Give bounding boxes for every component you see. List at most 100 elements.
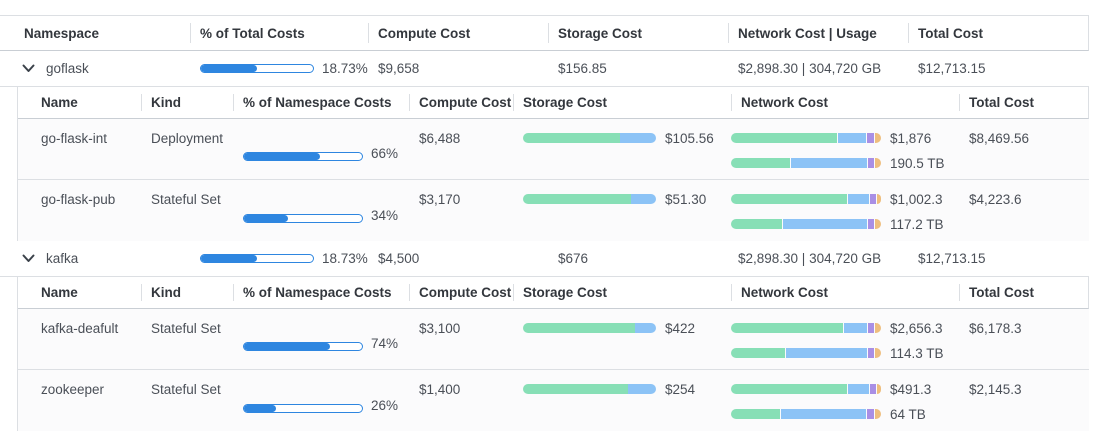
workload-pct-cell: 34% <box>233 180 409 241</box>
network-usage-line: 190.5 TB <box>731 153 959 178</box>
namespace-name: goflask <box>46 61 89 76</box>
workload-network-cell: $2,656.3 114.3 TB <box>731 309 959 369</box>
chevron-down-icon[interactable] <box>22 254 35 263</box>
workloads-header-row: Name Kind % of Namespace Costs Compute C… <box>18 277 1089 309</box>
workload-network-cell: $491.3 64 TB <box>731 370 959 431</box>
col-header-pct-namespace: % of Namespace Costs <box>233 277 409 308</box>
workload-row-go-flask-pub[interactable]: go-flask-pub Stateful Set 34% $3,170 $51… <box>18 180 1089 241</box>
percent-label: 34% <box>371 207 399 223</box>
col-header-compute: Compute Cost <box>409 87 513 118</box>
network-usage-label: 190.5 TB <box>890 156 945 171</box>
workload-compute-cost: $3,170 <box>419 192 461 207</box>
storage-bar-segment <box>628 384 656 394</box>
namespace-name-cell: kafka <box>0 251 190 266</box>
storage-bar <box>523 384 656 394</box>
percent-label: 18.73% <box>322 251 368 266</box>
workload-row-kafka-deafult[interactable]: kafka-deafult Stateful Set 74% $3,100 $4… <box>18 309 1089 370</box>
workload-compute-cost: $1,400 <box>419 382 461 397</box>
storage-bar <box>523 194 656 204</box>
workloads-table-kafka: Name Kind % of Namespace Costs Compute C… <box>17 277 1089 431</box>
network-bar-segment <box>843 323 868 333</box>
col-header-network: Network Cost <box>731 277 959 308</box>
namespace-row-kafka[interactable]: kafka 18.73% $4,500 $676 $2,898.30 | 304… <box>0 241 1089 277</box>
percent-bar-fill <box>201 65 257 72</box>
network-cost-bar <box>731 194 881 204</box>
percent-bar <box>243 403 363 413</box>
network-usage-line: 64 TB <box>731 404 959 429</box>
network-usage-bar <box>731 219 881 229</box>
workload-network-cell: $1,002.3 117.2 TB <box>731 180 959 241</box>
percent-bar-fill <box>244 404 276 412</box>
col-header-storage: Storage Cost <box>548 16 728 50</box>
namespace-network-cost-usage: $2,898.30 | 304,720 GB <box>738 61 882 76</box>
namespace-total-cost: $12,713.15 <box>918 61 986 76</box>
percent-bar-fill <box>244 343 331 350</box>
network-bar-segment <box>875 133 881 143</box>
network-cost-line: $1,002.3 <box>731 189 959 214</box>
network-bar-segment <box>875 409 881 419</box>
workload-storage-cell: $105.56 <box>513 119 731 179</box>
workload-row-go-flask-int[interactable]: go-flask-int Deployment 66% $6,488 $105.… <box>18 119 1089 180</box>
network-bar-segment <box>837 133 866 143</box>
namespace-storage-cost: $156.85 <box>558 61 607 76</box>
col-header-storage: Storage Cost <box>513 277 731 308</box>
network-bar-segment <box>875 158 881 168</box>
namespace-pct-cell: 18.73% <box>190 61 368 76</box>
network-bar-segment <box>783 219 868 229</box>
col-header-kind: Kind <box>141 277 233 308</box>
workload-total-cost: $4,223.6 <box>969 192 1022 207</box>
storage-bar-segment <box>634 323 656 333</box>
network-bar-segment <box>868 158 875 168</box>
percent-bar <box>243 342 363 351</box>
workload-pct-cell: 66% <box>233 119 409 179</box>
workload-row-zookeeper[interactable]: zookeeper Stateful Set 26% $1,400 $254 <box>18 370 1089 431</box>
workload-pct-cell: 26% <box>233 370 409 431</box>
workload-total-cost: $6,178.3 <box>969 321 1022 336</box>
col-header-total: Total Cost <box>908 16 1088 50</box>
workload-name: go-flask-pub <box>41 192 116 207</box>
workload-total-cost: $8,469.56 <box>969 131 1030 146</box>
namespace-row-goflask[interactable]: goflask 18.73% $9,658 $156.85 $2,898.30 … <box>0 51 1089 87</box>
network-bar-segment <box>731 133 837 143</box>
col-header-compute: Compute Cost <box>368 16 548 50</box>
storage-bar-segment <box>523 323 635 333</box>
percent-bar <box>200 64 314 73</box>
workload-network-cell: $1,876 190.5 TB <box>731 119 959 179</box>
chevron-down-icon[interactable] <box>22 64 35 73</box>
col-header-pct-total: % of Total Costs <box>190 16 368 50</box>
network-bar-segment <box>866 409 875 419</box>
namespace-name: kafka <box>46 251 79 266</box>
namespace-compute-cost: $4,500 <box>378 251 420 266</box>
workload-storage-cell: $422 <box>513 309 731 369</box>
network-bar-segment <box>875 219 881 229</box>
network-usage-bar <box>731 158 881 168</box>
network-cost-label: $1,002.3 <box>890 192 943 207</box>
storage-bar-segment <box>523 384 629 394</box>
percent-bar-fill <box>244 214 288 222</box>
col-header-pct-namespace: % of Namespace Costs <box>233 87 409 118</box>
network-usage-label: 114.3 TB <box>890 346 944 361</box>
percent-label: 74% <box>371 336 399 351</box>
network-bar-segment <box>875 323 881 333</box>
namespace-compute-cost: $9,658 <box>378 61 420 76</box>
storage-bar-segment <box>523 133 621 143</box>
storage-bar-segment <box>620 133 656 143</box>
network-cost-line: $1,876 <box>731 128 959 153</box>
cost-table: Namespace % of Total Costs Compute Cost … <box>0 15 1089 431</box>
storage-cost-label: $422 <box>665 321 696 336</box>
workload-storage-cell: $51.30 <box>513 180 731 241</box>
storage-bar <box>523 323 656 333</box>
network-usage-line: 117.2 TB <box>731 214 959 239</box>
network-bar-segment <box>848 194 869 204</box>
network-bar-segment <box>876 384 881 394</box>
workload-compute-cost: $3,100 <box>419 321 461 336</box>
col-header-storage: Storage Cost <box>513 87 731 118</box>
workload-name: kafka-deafult <box>41 321 119 336</box>
col-header-kind: Kind <box>141 87 233 118</box>
network-cost-label: $491.3 <box>890 382 932 397</box>
network-bar-segment <box>869 384 876 394</box>
storage-cost-label: $51.30 <box>665 192 707 207</box>
storage-bar-segment <box>523 194 631 204</box>
network-cost-line: $2,656.3 <box>731 318 959 343</box>
workload-compute-cost: $6,488 <box>419 131 461 146</box>
